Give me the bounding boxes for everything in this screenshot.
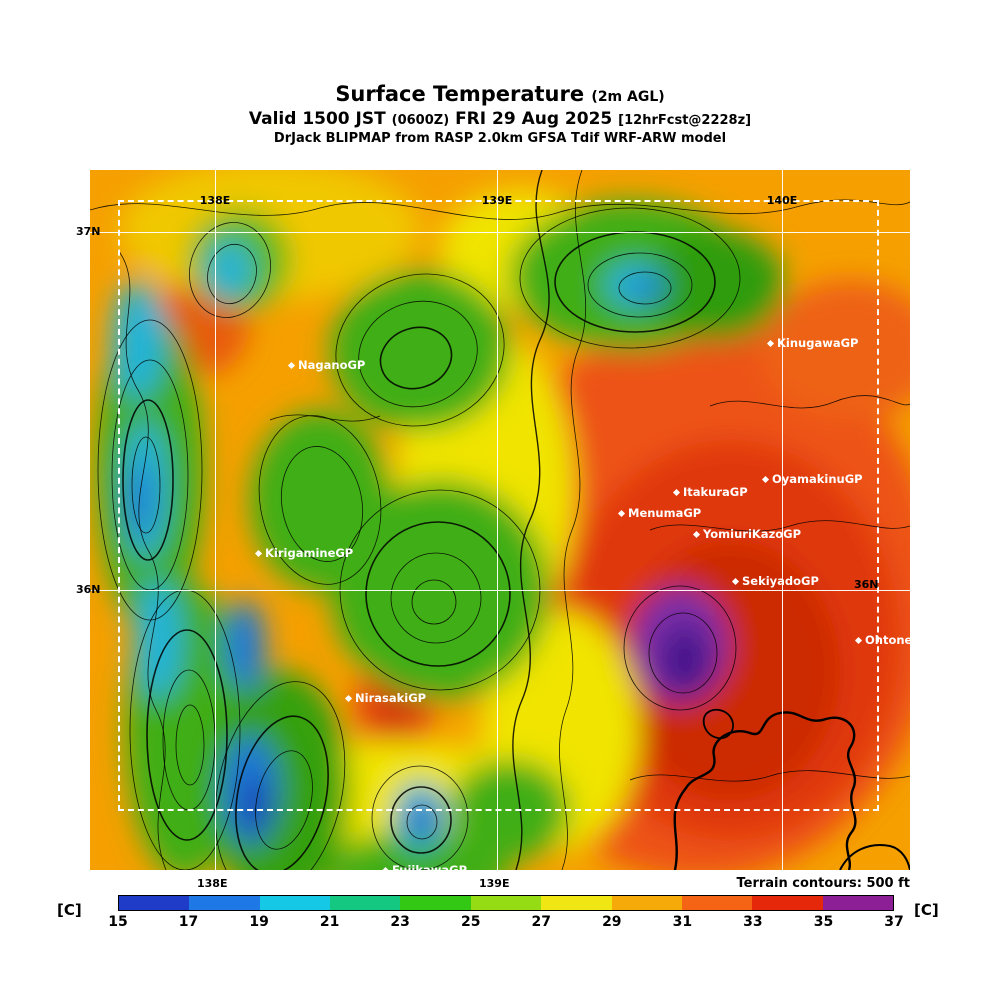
- station-label-menumagp: MenumaGP: [617, 506, 702, 520]
- colorbar-tick: 29: [602, 914, 622, 930]
- coord-label-139e-top: 139E: [481, 194, 513, 207]
- valid-time-line: Valid 1500 JST (0600Z) FRI 29 Aug 2025 […: [0, 109, 1000, 131]
- colorbar-tick: 37: [884, 914, 904, 930]
- colorbar-segment: [189, 896, 260, 910]
- temperature-blobs: [95, 170, 910, 870]
- station-label-kinugawagp: KinugawaGP: [766, 336, 859, 350]
- colorbar-tick: 27: [531, 914, 552, 930]
- station-name: SekiyadoGP: [742, 574, 819, 588]
- station-name: KirigamineGP: [265, 546, 354, 560]
- colorbar-unit-right: [C]: [914, 901, 939, 919]
- gridline-138e: [215, 170, 216, 870]
- valid-fcst-tag: [12hrFcst@2228z]: [618, 113, 752, 128]
- station-marker-icon: [854, 636, 863, 644]
- valid-date: FRI 29 Aug 2025: [455, 109, 613, 129]
- gridline-140e: [782, 170, 783, 870]
- station-name: YomiuriKazoGP: [703, 527, 802, 541]
- station-marker-icon: [344, 694, 353, 702]
- station-label-sekiyadogp: SekiyadoGP: [731, 574, 819, 588]
- gridline-139e: [497, 170, 498, 870]
- station-name: NirasakiGP: [355, 691, 427, 705]
- gridline-36n: [90, 590, 910, 591]
- station-marker-icon: [692, 530, 701, 538]
- station-marker-icon: [617, 509, 626, 517]
- station-name: NaganoGP: [298, 358, 366, 372]
- colorbar-tick: 19: [249, 914, 269, 930]
- model-domain-border: [118, 200, 879, 811]
- station-label-naganogp: NaganoGP: [287, 358, 366, 372]
- station-label-yomiurikazogp: YomiuriKazoGP: [692, 527, 802, 541]
- colorbar-tick: 23: [390, 914, 410, 930]
- colorbar-segment: [752, 896, 823, 910]
- colorbar-segment: [822, 896, 893, 910]
- colorbar-segment: [259, 896, 331, 910]
- colorbar-segment: [681, 896, 753, 910]
- colorbar-tick: 33: [743, 914, 763, 930]
- colorbar-tick: 25: [460, 914, 481, 930]
- coord-label-140e-top: 140E: [766, 194, 798, 207]
- map-canvas: 138E 139E 140E 36N NaganoGP KinugawaGP Oya…: [90, 170, 910, 870]
- station-marker-icon: [381, 866, 390, 870]
- terrain-contours-note: Terrain contours: 500 ft: [736, 876, 911, 891]
- colorbar-tick: 21: [319, 914, 340, 930]
- coord-label-138e-top: 138E: [199, 194, 231, 207]
- colorbar-segment: [119, 896, 190, 910]
- valid-zulu: (0600Z): [391, 113, 450, 128]
- colorbar-segment: [611, 896, 682, 910]
- colorbar-tick: 31: [672, 914, 693, 930]
- colorbar-segment: [541, 896, 612, 910]
- coord-label-37n-left: 37N: [76, 225, 101, 238]
- station-marker-icon: [731, 577, 740, 585]
- header: Surface Temperature (2m AGL) Valid 1500 …: [0, 82, 1000, 147]
- station-name: ItakuraGP: [683, 485, 748, 499]
- colorbar-tick: 15: [108, 914, 128, 930]
- station-label-kirigaminegp: KirigamineGP: [254, 546, 354, 560]
- valid-prefix: Valid 1500 JST: [248, 109, 386, 129]
- colorbar-segment: [400, 896, 471, 910]
- station-name: FujikawaGP: [392, 863, 468, 870]
- station-label-itakuragp: ItakuraGP: [672, 485, 748, 499]
- temperature-field-svg: [90, 170, 910, 870]
- station-name: OyamakinuGP: [772, 472, 863, 486]
- colorbar: [118, 895, 894, 911]
- station-marker-icon: [761, 475, 770, 483]
- station-name: OhtoneGP: [865, 633, 910, 647]
- station-marker-icon: [672, 488, 681, 496]
- colorbar-ticks: 15 17 19 21 23 25 27 29 31 33 35 37: [108, 914, 903, 932]
- station-marker-icon: [287, 361, 296, 369]
- coord-label-36n-right: 36N: [854, 578, 879, 591]
- colorbar-tick: 35: [813, 914, 834, 930]
- title-line: Surface Temperature (2m AGL): [0, 82, 1000, 109]
- title-agl-note: (2m AGL): [591, 89, 665, 105]
- station-label-fujikawagp: FujikawaGP: [381, 863, 468, 870]
- station-marker-icon: [766, 339, 775, 347]
- contour-lines: [90, 170, 910, 870]
- colorbar-unit-left: [C]: [57, 901, 82, 919]
- colorbar-segment: [330, 896, 401, 910]
- page-title: Surface Temperature: [335, 82, 585, 106]
- station-name: MenumaGP: [628, 506, 702, 520]
- station-label-ohtonegp: OhtoneGP: [854, 633, 910, 647]
- station-marker-icon: [254, 549, 263, 557]
- colorbar-tick: 17: [178, 914, 199, 930]
- colorbar-segment: [470, 896, 542, 910]
- station-name: KinugawaGP: [777, 336, 859, 350]
- coord-label-139e-bottom: 139E: [479, 877, 510, 890]
- coord-label-36n-left: 36N: [76, 583, 101, 596]
- coord-label-138e-bottom: 138E: [197, 877, 228, 890]
- gridline-37n: [90, 232, 910, 233]
- station-label-nirasakigp: NirasakiGP: [344, 691, 427, 705]
- station-label-oyamakinugp: OyamakinuGP: [761, 472, 863, 486]
- model-line: DrJack BLIPMAP from RASP 2.0km GFSA Tdif…: [273, 131, 727, 146]
